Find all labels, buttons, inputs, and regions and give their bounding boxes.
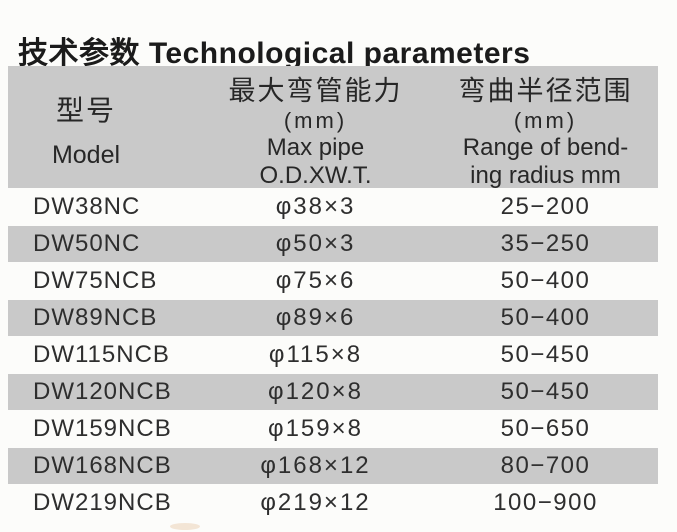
model-cell: DW159NCB xyxy=(33,415,172,442)
max-pipe-cell: φ75×6 xyxy=(275,267,356,294)
radius-range-cell: 50−400 xyxy=(500,267,591,294)
model-cell: DW38NC xyxy=(33,193,141,220)
radius-range-cell: 80−700 xyxy=(500,452,591,479)
parameters-table: 型号 Model 最大弯管能力 (mm) Max pipe O.D.XW.T. … xyxy=(8,66,658,521)
model-cell: DW75NCB xyxy=(33,267,158,294)
header-bending-radius: 弯曲半径范围 (mm) Range of bend- ing radius mm xyxy=(433,66,658,189)
table-header: 型号 Model 最大弯管能力 (mm) Max pipe O.D.XW.T. … xyxy=(8,66,658,189)
radius-range-cell: 50−450 xyxy=(500,341,591,368)
max-pipe-cell: φ115×8 xyxy=(268,341,363,368)
header-bending-radius-en1: Range of bend- xyxy=(462,134,629,161)
model-cell: DW50NC xyxy=(33,230,141,257)
header-model-en: Model xyxy=(51,141,121,169)
radius-range-cell: 50−450 xyxy=(500,378,591,405)
header-bending-radius-zh: 弯曲半径范围 xyxy=(458,76,633,106)
radius-range-cell: 100−900 xyxy=(493,489,598,516)
table-row: DW89NCB φ89×6 50−400 xyxy=(8,300,658,336)
radius-range-cell: 50−400 xyxy=(500,304,591,331)
radius-range-cell: 25−200 xyxy=(500,193,591,220)
header-bending-radius-en2: ing radius mm xyxy=(470,162,621,189)
max-pipe-cell: φ50×3 xyxy=(275,230,356,257)
table-row: DW120NCB φ120×8 50−450 xyxy=(8,374,658,410)
scan-artifact xyxy=(170,523,200,530)
header-model: 型号 Model xyxy=(8,66,198,188)
radius-range-cell: 35−250 xyxy=(500,230,591,257)
header-max-pipe: 最大弯管能力 (mm) Max pipe O.D.XW.T. xyxy=(198,66,433,189)
max-pipe-cell: φ89×6 xyxy=(275,304,356,331)
model-cell: DW219NCB xyxy=(33,489,172,516)
table-row: DW168NCB φ168×12 80−700 xyxy=(8,448,658,484)
model-cell: DW120NCB xyxy=(33,378,172,405)
model-cell: DW89NCB xyxy=(33,304,158,331)
table-body: DW38NC φ38×3 25−200 DW50NC φ50×3 35−250 DW75NC… xyxy=(8,189,658,521)
max-pipe-cell: φ168×12 xyxy=(260,452,371,479)
max-pipe-cell: φ120×8 xyxy=(268,378,363,405)
model-cell: DW168NCB xyxy=(33,452,172,479)
table-row: DW115NCB φ115×8 50−450 xyxy=(8,337,658,373)
table-row: DW75NCB φ75×6 50−400 xyxy=(8,263,658,299)
header-max-pipe-en2: O.D.XW.T. xyxy=(259,162,372,189)
page-title: 技术参数 Technological parameters xyxy=(18,37,531,71)
header-max-pipe-unit: (mm) xyxy=(283,108,348,133)
table-row: DW159NCB φ159×8 50−650 xyxy=(8,411,658,447)
max-pipe-cell: φ38×3 xyxy=(275,193,356,220)
table-row: DW50NC φ50×3 35−250 xyxy=(8,226,658,262)
header-model-zh: 型号 xyxy=(55,95,116,126)
table-row: DW38NC φ38×3 25−200 xyxy=(8,189,658,225)
header-max-pipe-en1: Max pipe xyxy=(266,134,365,161)
max-pipe-cell: φ219×12 xyxy=(260,489,371,516)
header-max-pipe-zh: 最大弯管能力 xyxy=(228,76,403,106)
max-pipe-cell: φ159×8 xyxy=(268,415,363,442)
radius-range-cell: 50−650 xyxy=(500,415,591,442)
header-bending-radius-unit: (mm) xyxy=(513,108,578,133)
model-cell: DW115NCB xyxy=(33,341,170,368)
table-row: DW219NCB φ219×12 100−900 xyxy=(8,485,658,521)
